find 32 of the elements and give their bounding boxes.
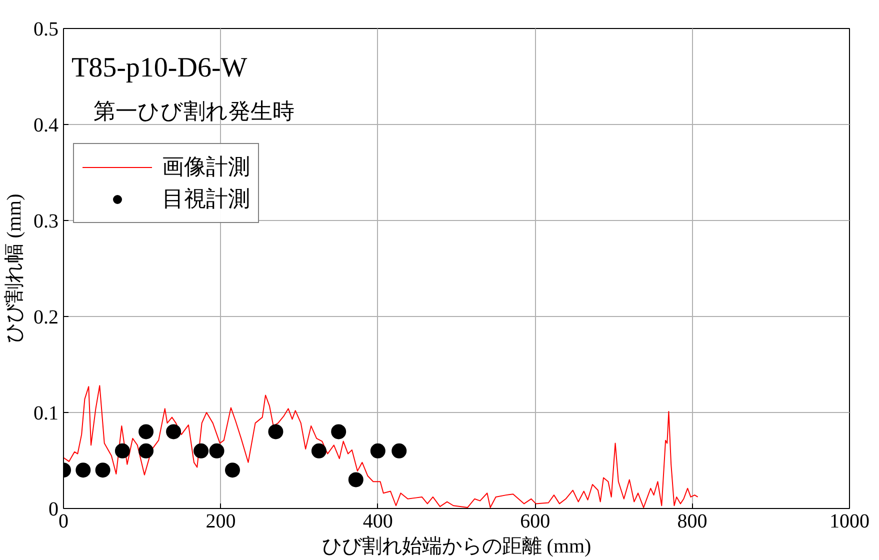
- x-axis-title: ひび割れ始端からの距離 (mm): [322, 536, 592, 558]
- y-tick-label: 0.1: [34, 402, 58, 424]
- legend-label: 目視計測: [162, 185, 250, 213]
- point: [194, 443, 209, 458]
- point: [209, 443, 224, 458]
- y-tick-label: 0.2: [34, 306, 58, 328]
- point: [166, 424, 182, 440]
- y-tick-label: 0.4: [34, 114, 58, 136]
- line-series: [64, 385, 698, 508]
- annotation: T85-p10-D6-W: [72, 52, 248, 84]
- legend-label: 画像計測: [162, 153, 250, 181]
- point: [370, 443, 386, 458]
- point: [331, 424, 346, 440]
- x-tick-label: 600: [520, 510, 550, 532]
- point: [138, 424, 154, 440]
- point: [392, 443, 407, 458]
- point: [95, 462, 110, 478]
- point: [224, 462, 240, 478]
- y-axis-title: ひび割れ幅 (mm): [4, 194, 26, 344]
- point: [114, 443, 130, 458]
- point: [138, 443, 154, 458]
- x-tick-label: 800: [677, 510, 708, 532]
- x-tick-label: 1000: [830, 510, 870, 532]
- point: [348, 472, 364, 488]
- y-tick-label: 0.3: [34, 210, 58, 232]
- point: [76, 462, 91, 478]
- point: [311, 443, 326, 458]
- x-tick-label: 400: [362, 510, 393, 532]
- y-tick-label: 0.5: [34, 18, 58, 40]
- x-tick-label: 200: [206, 510, 236, 532]
- annotation: 第一ひび割れ発生時: [94, 98, 294, 124]
- point: [268, 424, 284, 440]
